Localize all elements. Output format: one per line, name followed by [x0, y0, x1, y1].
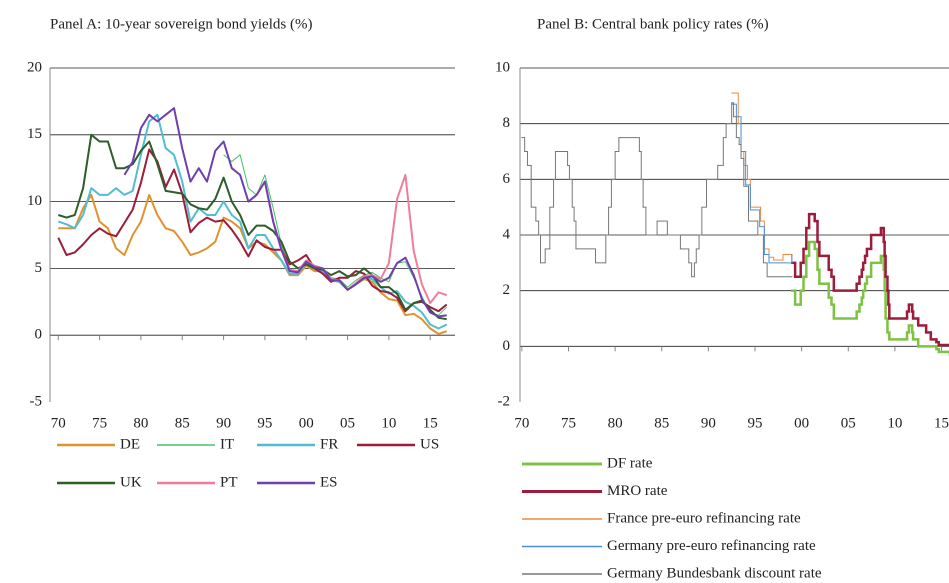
y-tick-label: 4: [503, 226, 511, 242]
series-line: [57, 113, 448, 330]
x-tick-label: 15: [934, 415, 949, 431]
x-tick-label: 00: [794, 415, 809, 431]
legend-label: Germany Bundesbank discount rate: [607, 565, 822, 581]
y-tick-label: -2: [498, 393, 511, 409]
series-step: [731, 103, 793, 264]
y-tick-label: 10: [27, 193, 42, 209]
x-tick-label: 75: [92, 415, 107, 431]
x-tick-label: 00: [299, 415, 314, 431]
series-line: [58, 193, 448, 335]
x-tick-label: 70: [514, 415, 529, 431]
x-tick-label: 85: [654, 415, 669, 431]
y-tick-label: 5: [35, 260, 43, 276]
legend-label: FR: [320, 436, 338, 452]
y-tick-label: 20: [27, 59, 42, 75]
x-tick-label: 80: [608, 415, 623, 431]
x-tick-label: 70: [51, 415, 66, 431]
legend-label: DE: [120, 436, 140, 452]
x-tick-label: 90: [216, 415, 231, 431]
legend-label: France pre-euro refinancing rate: [607, 510, 801, 526]
series-step: [791, 240, 949, 356]
series-line: [123, 107, 447, 318]
legend-label: UK: [120, 474, 142, 490]
chart-title: Panel B: Central bank policy rates (%): [537, 16, 769, 32]
x-tick-label: 75: [561, 415, 576, 431]
plot-area: [521, 92, 949, 356]
x-tick-label: 05: [841, 415, 856, 431]
y-tick-label: 2: [503, 282, 511, 298]
series-step: [791, 212, 949, 347]
y-tick-label: 8: [503, 115, 511, 131]
x-tick-label: 95: [257, 415, 272, 431]
x-tick-label: 05: [340, 415, 355, 431]
y-tick-label: 0: [503, 338, 511, 354]
x-tick-label: 85: [175, 415, 190, 431]
y-tick-label: 6: [503, 171, 511, 187]
legend-label: PT: [220, 474, 238, 490]
y-tick-label: 0: [35, 327, 43, 343]
x-tick-label: 10: [887, 415, 902, 431]
series-line: [57, 148, 448, 313]
series-line: [223, 154, 448, 316]
x-tick-label: 10: [381, 415, 396, 431]
plot-area: [57, 107, 448, 335]
x-tick-label: 90: [701, 415, 716, 431]
legend-label: ES: [320, 474, 338, 490]
y-tick-label: -5: [30, 393, 43, 409]
x-tick-label: 95: [748, 415, 763, 431]
legend-label: MRO rate: [607, 483, 668, 499]
legend-label: IT: [220, 436, 234, 452]
x-tick-label: 80: [133, 415, 148, 431]
legend-label: US: [420, 436, 439, 452]
y-tick-label: 10: [495, 59, 510, 75]
chart-title: Panel A: 10-year sovereign bond yields (…: [50, 16, 312, 32]
y-tick-label: 15: [27, 126, 42, 142]
series-line: [57, 133, 447, 321]
series-step: [521, 102, 793, 278]
legend-label: DF rate: [607, 455, 653, 471]
legend-label: Germany pre-euro refinancing rate: [607, 538, 816, 554]
x-tick-label: 15: [423, 415, 438, 431]
